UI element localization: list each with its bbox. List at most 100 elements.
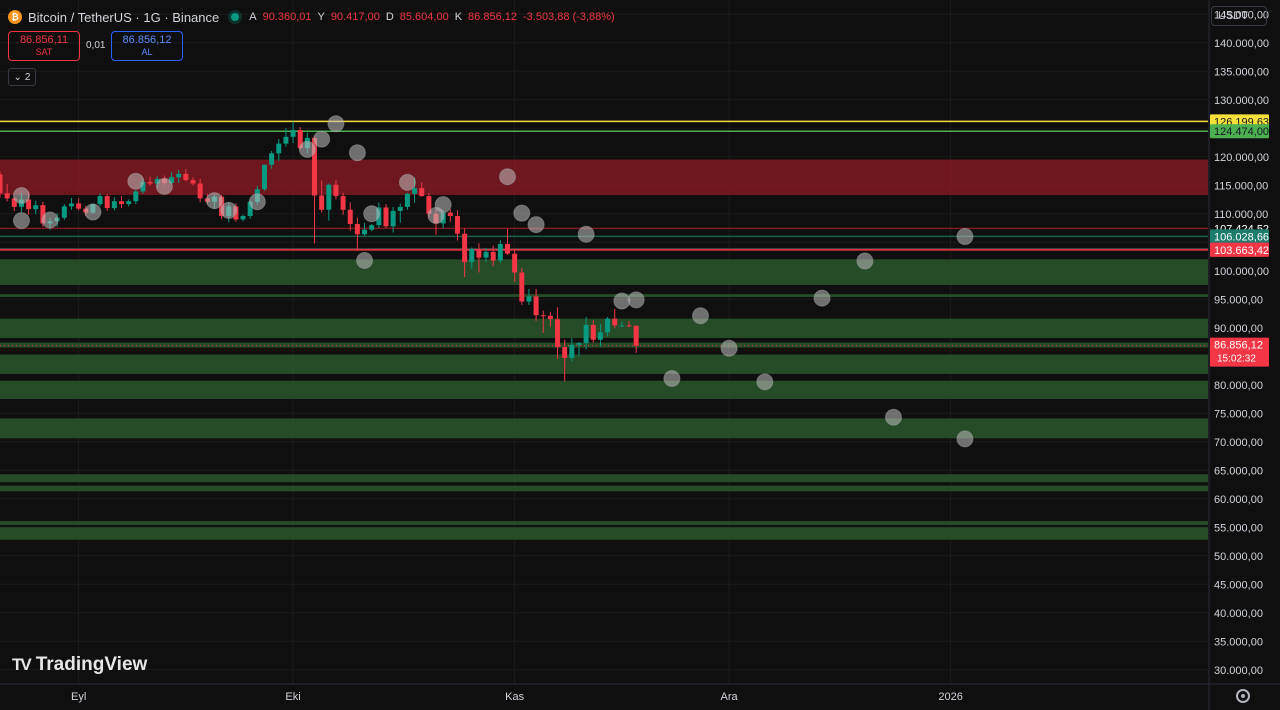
candle-body[interactable]: [61, 206, 67, 218]
candle-body[interactable]: [276, 143, 282, 154]
symbol-title[interactable]: Bitcoin / TetherUS · 1G · Binance: [28, 9, 220, 25]
candle-body[interactable]: [347, 209, 353, 225]
ohlc-low-key: D: [385, 11, 394, 23]
candle-body[interactable]: [590, 324, 596, 340]
candle-body[interactable]: [197, 183, 203, 199]
candle-body[interactable]: [312, 137, 318, 196]
candle-body[interactable]: [555, 319, 561, 348]
candle-body[interactable]: [183, 173, 189, 181]
candle-body[interactable]: [319, 195, 325, 210]
candle-body[interactable]: [340, 196, 346, 210]
buy-button[interactable]: 86.856,12 AL: [111, 31, 183, 61]
circle-marker: [691, 307, 709, 325]
candle-body[interactable]: [261, 164, 267, 190]
candle-body[interactable]: [519, 272, 525, 302]
candle-body[interactable]: [397, 206, 403, 211]
price-axis[interactable]: 145.000,00 140.000,00 135.000,00 130.000,00…: [1214, 9, 1269, 677]
candle-body[interactable]: [97, 196, 103, 205]
candle-body[interactable]: [326, 184, 332, 210]
support-resistance-zone: [0, 259, 1208, 285]
candle-body[interactable]: [476, 249, 482, 258]
candle-body[interactable]: [619, 325, 625, 327]
candle-body[interactable]: [133, 191, 139, 202]
indicators-toggle-button[interactable]: ⌄ 2: [8, 68, 36, 86]
candle-body[interactable]: [297, 129, 303, 149]
time-axis-label: Eyl: [71, 691, 86, 703]
candle-body[interactable]: [176, 173, 182, 178]
candle-body[interactable]: [333, 184, 339, 197]
candle-body[interactable]: [626, 325, 632, 327]
candle-body[interactable]: [412, 188, 418, 194]
candle-body[interactable]: [426, 196, 432, 214]
current-price-label: 86.856,12: [1214, 340, 1263, 352]
candle-body[interactable]: [190, 180, 196, 184]
candle-body[interactable]: [612, 318, 618, 326]
candle-body[interactable]: [419, 188, 425, 197]
candle-body[interactable]: [104, 196, 110, 209]
candle-body[interactable]: [111, 201, 117, 209]
candle-body[interactable]: [140, 181, 146, 192]
candle-body[interactable]: [0, 174, 3, 194]
candle-body[interactable]: [576, 343, 582, 345]
candle-body[interactable]: [290, 129, 296, 137]
circle-marker: [356, 251, 374, 269]
candle-body[interactable]: [526, 296, 532, 302]
candle-body[interactable]: [33, 205, 39, 210]
candle-body[interactable]: [512, 253, 518, 273]
markers-layer: [12, 115, 974, 448]
candle-body[interactable]: [483, 251, 489, 258]
candle-body[interactable]: [447, 212, 453, 217]
candle-body[interactable]: [76, 203, 82, 209]
candle-body[interactable]: [533, 296, 539, 316]
sell-button[interactable]: 86.856,11 SAT: [8, 31, 80, 61]
time-axis[interactable]: Eyl Eki Kas Ara 2026: [71, 691, 963, 703]
candle-body[interactable]: [11, 198, 17, 207]
candle-body[interactable]: [26, 199, 32, 210]
candle-body[interactable]: [154, 178, 160, 184]
candle-body[interactable]: [505, 243, 511, 254]
candle-body[interactable]: [383, 207, 389, 227]
candle-body[interactable]: [247, 201, 253, 217]
candle-body[interactable]: [540, 315, 546, 317]
candle-body[interactable]: [454, 216, 460, 234]
candle-body[interactable]: [362, 229, 368, 235]
circle-marker: [513, 204, 531, 222]
candle-body[interactable]: [497, 243, 503, 261]
currency-label: USDT: [1218, 10, 1248, 22]
candle-body[interactable]: [40, 205, 46, 224]
candle-body[interactable]: [68, 203, 74, 207]
candle-body[interactable]: [147, 181, 153, 184]
candle-body[interactable]: [569, 344, 575, 358]
circle-marker: [41, 211, 59, 229]
circle-marker: [956, 228, 974, 246]
price-axis-tick-label: 50.000,00: [1214, 551, 1263, 563]
candle-body[interactable]: [283, 136, 289, 144]
gear-icon[interactable]: [1236, 689, 1250, 703]
candle-body[interactable]: [562, 347, 568, 358]
candle-body[interactable]: [369, 225, 375, 230]
candle-body[interactable]: [583, 324, 589, 344]
current-price-label-background: [1210, 337, 1269, 367]
candle-body[interactable]: [354, 224, 360, 235]
candle-body[interactable]: [240, 216, 246, 220]
candle-body[interactable]: [469, 249, 475, 263]
currency-selector[interactable]: USDT: [1211, 6, 1267, 26]
candle-body[interactable]: [597, 332, 603, 340]
candle-body[interactable]: [4, 193, 10, 199]
candle-body[interactable]: [605, 318, 611, 333]
candle-body[interactable]: [269, 153, 275, 165]
circle-marker: [127, 172, 145, 190]
candle-body[interactable]: [126, 201, 132, 205]
candle-body[interactable]: [169, 177, 175, 183]
candle-body[interactable]: [462, 233, 468, 263]
candle-body[interactable]: [547, 315, 553, 320]
zones-layer: [0, 159, 1208, 540]
candle-body[interactable]: [119, 201, 125, 205]
candle-body[interactable]: [490, 251, 496, 261]
candle-body[interactable]: [633, 325, 639, 346]
candle-body[interactable]: [390, 210, 396, 227]
candle-body[interactable]: [404, 193, 410, 207]
circle-marker: [398, 173, 416, 191]
circle-marker: [248, 193, 266, 211]
